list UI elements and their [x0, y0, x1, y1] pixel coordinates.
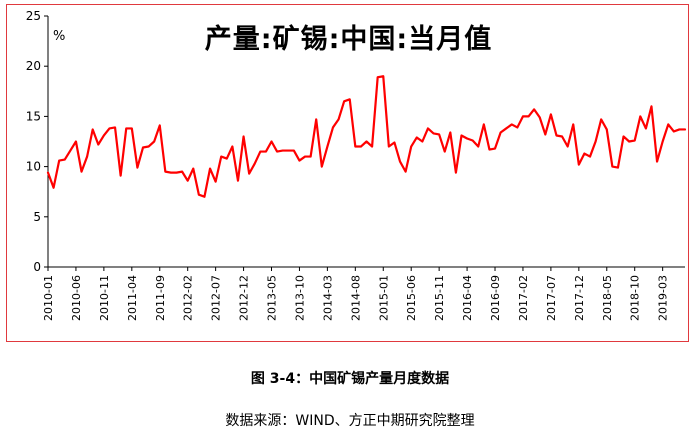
y-tick-label: 15 — [26, 109, 41, 123]
y-tick-label: 5 — [33, 210, 41, 224]
x-tick-label: 2015-11 — [433, 275, 446, 321]
x-tick-label: 2015-01 — [377, 275, 390, 321]
x-tick-label: 2018-05 — [601, 275, 614, 321]
x-tick-label: 2011-04 — [126, 275, 139, 321]
x-axis-ticks: 2010-01 2010-06 2010-11 2011-04 2011-09 2012-… — [42, 267, 670, 321]
series-line — [46, 75, 687, 198]
x-tick-label: 2013-10 — [293, 275, 306, 321]
y-tick-label: 20 — [26, 59, 41, 73]
x-tick-label: 2017-12 — [573, 275, 586, 321]
x-tick-label: 2018-10 — [629, 275, 642, 321]
chart-title: 产量:矿锡:中国:当月值 — [204, 24, 493, 55]
x-tick-label: 2013-05 — [266, 275, 279, 321]
series-layer — [46, 75, 687, 198]
x-tick-label: 2011-09 — [154, 275, 167, 321]
x-tick-label: 2014-03 — [321, 275, 334, 321]
x-tick-label: 2016-04 — [461, 275, 474, 321]
y-axis-ticks: 0 5 10 15 20 25 — [26, 9, 48, 274]
x-tick-label: 2016-09 — [489, 275, 502, 321]
y-tick-label: 10 — [26, 160, 41, 174]
x-tick-label: 2017-07 — [545, 275, 558, 321]
x-tick-label: 2010-06 — [70, 275, 83, 321]
y-axis-unit: % — [53, 29, 66, 44]
data-source: 数据来源：WIND、方正中期研究院整理 — [225, 413, 475, 429]
x-tick-label: 2012-07 — [210, 275, 223, 321]
x-tick-label: 2010-11 — [98, 275, 111, 321]
x-tick-label: 2010-01 — [42, 275, 55, 321]
y-tick-label: 0 — [33, 260, 41, 274]
x-tick-label: 2015-06 — [405, 275, 418, 321]
chart-frame: 0 5 10 15 20 25 2010-01 2010-06 2010-11 2011-04 2… — [6, 4, 689, 342]
x-tick-label: 2012-12 — [238, 275, 251, 321]
x-tick-label: 2017-02 — [517, 275, 530, 321]
x-tick-label: 2012-02 — [182, 275, 195, 321]
x-tick-label: 2014-08 — [349, 275, 362, 321]
figure-caption: 图 3-4：中国矿锡产量月度数据 — [250, 371, 450, 387]
y-tick-label: 25 — [26, 9, 41, 23]
x-tick-label: 2019-03 — [657, 275, 670, 321]
